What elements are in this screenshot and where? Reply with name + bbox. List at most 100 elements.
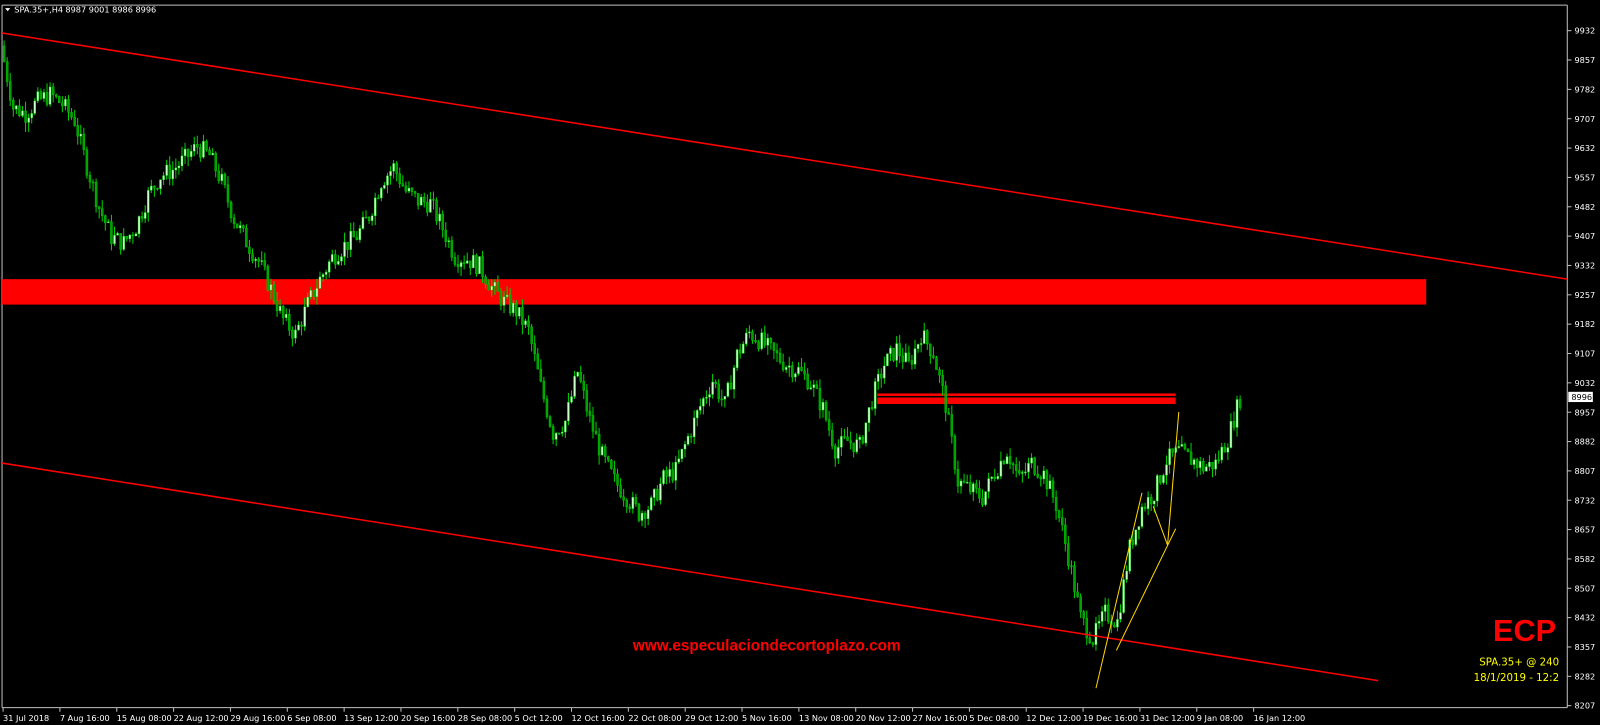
bull-candle xyxy=(916,344,920,349)
bear-candle xyxy=(1002,460,1006,464)
bear-candle xyxy=(852,442,855,453)
bull-candle xyxy=(407,187,411,192)
bull-candle xyxy=(723,396,727,400)
bull-candle xyxy=(683,444,687,450)
x-tick-label: 5 Nov 16:00 xyxy=(742,713,792,723)
bull-candle xyxy=(260,260,263,262)
bear-candle xyxy=(610,459,613,469)
bull-candle xyxy=(340,256,343,262)
bull-candle xyxy=(48,86,52,105)
bear-candle xyxy=(938,369,941,376)
bear-candle xyxy=(196,144,199,148)
bear-candle xyxy=(775,350,779,354)
bull-candle xyxy=(211,152,214,156)
bear-candle xyxy=(527,320,530,328)
bear-candle xyxy=(1223,446,1227,453)
bull-candle xyxy=(809,387,812,390)
bull-candle xyxy=(1042,470,1046,480)
bear-candle xyxy=(395,163,398,174)
y-tick-label: 9632 xyxy=(1574,143,1595,153)
bear-candle xyxy=(346,241,349,250)
bull-candle xyxy=(1226,447,1230,453)
bear-candle xyxy=(1143,506,1147,509)
y-tick-label: 9932 xyxy=(1574,26,1595,36)
bear-candle xyxy=(364,216,368,219)
yellow-trendline xyxy=(1152,505,1169,546)
bear-candle xyxy=(585,390,589,412)
bull-candle xyxy=(1140,506,1144,527)
bear-candle xyxy=(1051,480,1055,498)
bull-candle xyxy=(1146,497,1150,509)
bull-candle xyxy=(159,179,162,190)
x-tick-label: 28 Sep 08:00 xyxy=(458,713,512,723)
bear-candle xyxy=(1107,604,1110,622)
bear-candle xyxy=(729,382,733,390)
bear-candle xyxy=(205,141,208,150)
bull-candle xyxy=(1220,446,1223,461)
bull-candle xyxy=(30,113,33,119)
bull-candle xyxy=(193,144,196,152)
bear-candle xyxy=(1232,420,1236,428)
bear-candle xyxy=(496,281,500,292)
bull-candle xyxy=(1024,471,1027,474)
bear-candle xyxy=(993,476,996,479)
bull-candle xyxy=(1103,604,1107,612)
bear-candle xyxy=(499,291,503,306)
bear-candle xyxy=(1008,456,1012,465)
price-axis: 9932 9857 9782 9707 9632 9557 9482 9407 9332 9257… xyxy=(1567,26,1595,711)
lower-channel-line xyxy=(1,462,1379,682)
bull-candle xyxy=(1021,472,1024,474)
y-tick-label: 8432 xyxy=(1574,613,1595,623)
bear-candle xyxy=(1171,448,1174,453)
bull-candle xyxy=(278,305,282,312)
bear-candle xyxy=(1073,565,1076,593)
bear-candle xyxy=(1088,637,1092,644)
bull-candle xyxy=(788,365,791,368)
bear-candle xyxy=(263,260,267,267)
bull-candle xyxy=(33,100,36,114)
bull-candle xyxy=(128,234,132,240)
bull-candle xyxy=(429,199,432,213)
bear-candle xyxy=(1064,524,1067,544)
bear-candle xyxy=(1091,642,1095,645)
yellow-trendline xyxy=(1167,412,1180,546)
bear-candle xyxy=(1057,510,1061,518)
bear-candle xyxy=(604,446,607,457)
x-tick-label: 16 Jan 12:00 xyxy=(1254,713,1306,723)
bear-candle xyxy=(830,430,834,447)
dropdown-triangle-icon[interactable] xyxy=(5,8,11,12)
bull-candle xyxy=(285,314,288,318)
bull-candle xyxy=(1125,570,1128,580)
bull-candle xyxy=(696,410,699,419)
bull-candle xyxy=(1122,579,1125,613)
bull-candle xyxy=(349,230,352,250)
bear-candle xyxy=(827,419,831,431)
bear-candle xyxy=(367,217,371,221)
bull-candle xyxy=(1094,622,1098,645)
x-tick-label: 29 Aug 16:00 xyxy=(230,713,285,723)
bull-candle xyxy=(876,373,880,382)
bull-candle xyxy=(15,105,18,110)
bull-candle xyxy=(370,215,374,221)
y-tick-label: 8507 xyxy=(1574,583,1595,593)
bear-candle xyxy=(781,361,785,370)
bull-candle xyxy=(996,476,1000,479)
y-tick-label: 8657 xyxy=(1574,525,1595,535)
bear-candle xyxy=(453,257,457,265)
bear-candle xyxy=(806,373,809,390)
bear-candle xyxy=(754,340,757,343)
bear-candle xyxy=(251,253,254,261)
x-tick-label: 5 Oct 12:00 xyxy=(515,713,563,723)
bull-candle xyxy=(631,497,635,509)
x-tick-label: 31 Dec 12:00 xyxy=(1140,713,1195,723)
bear-candle xyxy=(763,332,766,346)
y-tick-label: 8957 xyxy=(1574,407,1595,417)
bull-candle xyxy=(990,476,993,479)
bear-candle xyxy=(545,398,549,417)
ecp-logo: ECP xyxy=(1493,614,1556,648)
bull-candle xyxy=(812,384,816,388)
bear-candle xyxy=(8,81,12,101)
bull-candle xyxy=(392,163,395,172)
bear-candle xyxy=(334,254,337,265)
